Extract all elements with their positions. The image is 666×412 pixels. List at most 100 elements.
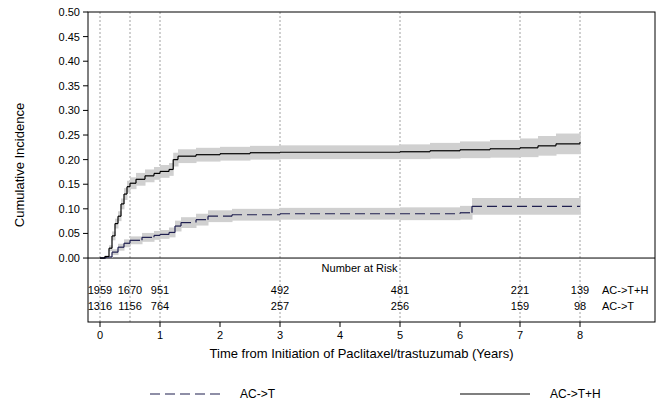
step-segment [430, 150, 460, 151]
step-segment [154, 235, 160, 236]
step-segment [160, 171, 169, 172]
legend-label: AC->T+H [550, 387, 601, 401]
step-segment [154, 173, 160, 174]
confidence-band [142, 233, 155, 242]
chart: 0.000.050.100.150.200.250.300.350.400.45… [0, 0, 666, 412]
confidence-band [196, 214, 209, 226]
x-tick-label: 4 [337, 329, 343, 341]
step-segment [196, 219, 208, 220]
y-tick [83, 135, 88, 136]
step-segment [142, 237, 154, 238]
confidence-band [520, 138, 539, 157]
step-segment [460, 149, 490, 150]
step-segment [556, 143, 580, 144]
step-segment [538, 145, 556, 146]
confidence-band [173, 153, 178, 167]
y-tick-label: 0.30 [59, 104, 80, 116]
risk-count: 256 [391, 300, 409, 312]
x-tick-label: 1 [157, 329, 163, 341]
confidence-band [145, 169, 155, 182]
step-riser [126, 187, 127, 194]
confidence-band [130, 177, 137, 189]
y-tick-label: 0.10 [59, 203, 80, 215]
y-tick-label: 0.35 [59, 80, 80, 92]
step-riser [111, 236, 112, 248]
x-tick-label: 2 [217, 329, 223, 341]
step-segment [520, 147, 538, 148]
step-riser [471, 206, 472, 212]
y-tick [83, 233, 88, 234]
y-tick [83, 184, 88, 185]
y-tick [83, 159, 88, 160]
x-axis-title: Time from Initiation of Paclitaxel/trast… [210, 346, 514, 361]
step-segment [280, 152, 400, 153]
confidence-band [160, 165, 170, 178]
step-segment [136, 179, 145, 180]
confidence-band [118, 244, 125, 251]
step-riser [117, 247, 118, 252]
confidence-band [136, 173, 146, 186]
y-tick [83, 258, 88, 259]
y-tick [83, 110, 88, 111]
y-tick [83, 85, 88, 86]
confidence-band [232, 209, 281, 221]
step-segment [145, 175, 154, 176]
zero-line [88, 258, 655, 259]
confidence-band [154, 167, 161, 180]
grid-line [580, 12, 581, 322]
confidence-band [460, 141, 491, 158]
grid-line [130, 12, 131, 322]
risk-count: 1959 [88, 284, 112, 296]
confidence-band [100, 258, 107, 259]
step-segment [232, 214, 280, 215]
step-riser [120, 204, 121, 216]
step-segment [169, 169, 173, 170]
legend-swatch [150, 393, 220, 394]
step-riser [108, 248, 109, 256]
confidence-band [538, 136, 557, 156]
frame [88, 12, 655, 322]
x-tick [220, 322, 221, 327]
y-tick [83, 208, 88, 209]
y-tick-label: 0.50 [59, 6, 80, 18]
confidence-band [460, 206, 473, 220]
step-riser [114, 224, 115, 236]
x-tick-label: 0 [97, 329, 103, 341]
confidence-band [130, 236, 143, 244]
confidence-band [178, 149, 197, 163]
confidence-band [175, 221, 182, 232]
x-tick [460, 322, 461, 327]
grid-line [520, 12, 521, 322]
step-segment [169, 232, 175, 233]
confidence-band [472, 198, 581, 215]
step-segment [124, 243, 130, 244]
risk-count: 257 [271, 300, 289, 312]
y-tick-label: 0.00 [59, 252, 80, 264]
step-segment [100, 257, 106, 258]
x-tick-label: 8 [577, 329, 583, 341]
risk-title: Number at Risk [322, 262, 398, 274]
y-tick [83, 36, 88, 37]
risk-count: 1316 [88, 300, 112, 312]
risk-count: 481 [391, 284, 409, 296]
plot-area [100, 131, 581, 258]
step-riser [123, 194, 124, 204]
y-tick [83, 12, 88, 13]
step-segment [490, 148, 520, 149]
step-riser [579, 142, 580, 144]
x-tick [100, 322, 101, 327]
x-tick-label: 5 [397, 329, 403, 341]
y-axis-title: Cumulative Incidence [12, 103, 27, 227]
x-tick-label: 3 [277, 329, 283, 341]
grid-line [400, 12, 401, 322]
step-segment [220, 153, 250, 154]
risk-count: 98 [574, 300, 586, 312]
x-tick [580, 322, 581, 327]
risk-count: 1156 [118, 300, 142, 312]
step-segment [100, 257, 105, 258]
step-segment [400, 151, 430, 152]
x-tick-label: 7 [517, 329, 523, 341]
x-tick-label: 6 [457, 329, 463, 341]
legend-label: AC->T [240, 387, 276, 401]
legend-swatch [460, 393, 530, 394]
